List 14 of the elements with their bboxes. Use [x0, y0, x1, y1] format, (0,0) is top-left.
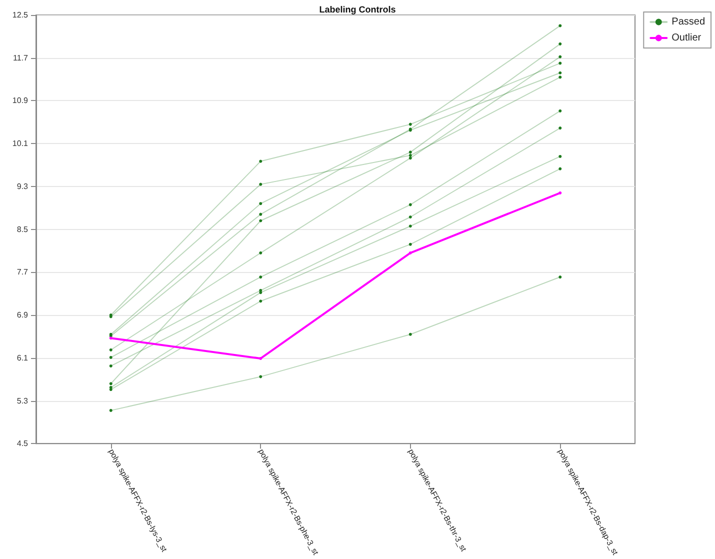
y-tick-label: 10.1 — [12, 139, 29, 148]
y-tick-label: 9.3 — [16, 182, 29, 191]
chart-title: Labeling Controls — [319, 4, 396, 14]
y-tick-label: 5.3 — [16, 396, 29, 406]
y-tick-label: 11.7 — [13, 53, 29, 62]
legend-label: Outlier — [672, 32, 702, 44]
y-tick-label: 12.5 — [12, 10, 29, 20]
y-tick-label: 7.7 — [16, 268, 29, 277]
y-tick-label: 4.5 — [16, 439, 29, 448]
y-tick-label: 10.9 — [12, 96, 29, 106]
y-tick-label: 8.5 — [16, 224, 29, 234]
y-tick-label: 6.9 — [16, 310, 29, 320]
legend-label: Passed — [672, 16, 706, 28]
y-tick-label: 6.1 — [16, 353, 29, 362]
